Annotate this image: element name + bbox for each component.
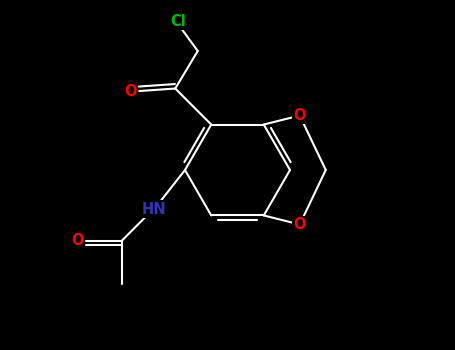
Text: O: O — [293, 217, 306, 232]
Text: Cl: Cl — [170, 14, 186, 29]
Text: O: O — [71, 233, 83, 248]
Text: O: O — [125, 84, 137, 99]
Text: O: O — [293, 108, 306, 123]
Text: HN: HN — [141, 202, 166, 217]
